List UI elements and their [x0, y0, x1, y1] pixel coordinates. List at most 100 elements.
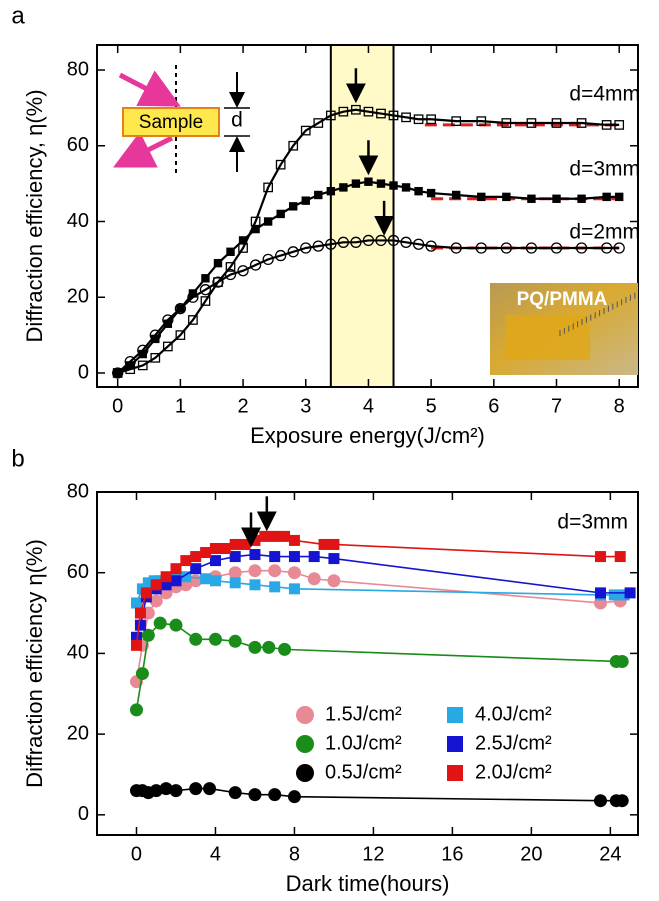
data-point [608, 589, 620, 601]
legend-swatch [296, 706, 314, 724]
data-point [268, 564, 282, 578]
data-point [312, 240, 324, 252]
data-point [138, 349, 147, 359]
data-point [160, 579, 172, 591]
data-point [160, 571, 172, 583]
data-point [501, 118, 512, 128]
data-point [412, 238, 425, 250]
x-tick-label: 0 [112, 395, 123, 417]
data-point [364, 177, 373, 186]
y-tick-label: 60 [67, 561, 89, 583]
data-point [328, 538, 340, 550]
schematic-sample-label: Sample [139, 112, 203, 133]
plot-frame [96, 44, 639, 388]
data-point [153, 616, 167, 630]
data-point [301, 196, 310, 205]
data-point [130, 631, 142, 643]
data-point [238, 236, 248, 245]
data-point [268, 788, 282, 802]
data-point [209, 555, 221, 567]
data-point [200, 547, 212, 559]
data-point [363, 106, 374, 117]
data-point [313, 118, 324, 128]
data-point [269, 530, 281, 542]
data-point [141, 628, 155, 642]
data-point [287, 246, 299, 258]
data-point [250, 216, 261, 227]
data-point [477, 192, 486, 202]
data-point [602, 192, 611, 202]
data-point [224, 268, 237, 281]
data-point [135, 667, 149, 681]
data-point [228, 634, 242, 648]
data-point [170, 575, 182, 587]
data-point [169, 618, 183, 632]
y-tick-label: 40 [67, 210, 89, 232]
data-point [401, 183, 411, 192]
legend-swatch [296, 764, 314, 782]
series-line [116, 239, 620, 374]
data-point [288, 551, 300, 563]
data-point [307, 572, 321, 586]
data-point [190, 551, 202, 563]
data-point [325, 238, 337, 250]
data-point [525, 242, 538, 254]
data-point [213, 277, 223, 287]
y-tick-label: 80 [67, 480, 89, 502]
data-point [180, 571, 192, 583]
data-point [338, 106, 349, 117]
series-line [135, 553, 631, 638]
data-point [263, 182, 273, 193]
data-point [188, 315, 198, 325]
data-point [613, 242, 625, 254]
data-point [213, 258, 223, 268]
data-point [200, 573, 212, 585]
data-point [248, 564, 262, 578]
x-tick-label: 5 [426, 395, 437, 417]
data-point [426, 114, 436, 125]
series-line [135, 569, 621, 682]
data-point [577, 194, 586, 203]
data-point [199, 284, 212, 296]
y-tick-label: 40 [67, 642, 89, 664]
data-point [169, 784, 183, 798]
data-point [209, 575, 221, 587]
data-point [162, 314, 174, 326]
data-point [124, 355, 136, 368]
data-point [249, 549, 261, 561]
data-point [425, 240, 437, 252]
data-point [149, 784, 163, 798]
data-point [150, 352, 161, 363]
data-point [475, 242, 487, 254]
data-point [279, 530, 291, 542]
schematic-beam [118, 70, 181, 107]
data-point [325, 110, 336, 121]
x-axis-title: Exposure energy(J/cm²) [250, 423, 485, 448]
data-point [576, 118, 587, 128]
data-point [149, 594, 163, 608]
data-point [278, 642, 292, 656]
legend-label: 0.5J/cm² [325, 761, 402, 783]
data-point [575, 242, 588, 254]
series-label: d=4mm [569, 83, 640, 106]
y-tick-label: 80 [67, 58, 89, 80]
data-point [275, 159, 286, 170]
data-point [163, 319, 173, 328]
data-point [229, 577, 241, 589]
data-point [300, 125, 311, 136]
data-point [249, 579, 261, 591]
x-tick-label: 6 [488, 395, 499, 417]
data-point [269, 581, 281, 593]
data-point [594, 587, 606, 599]
data-point [262, 253, 274, 266]
data-point [550, 242, 563, 254]
series-line [117, 180, 620, 374]
data-point [142, 577, 154, 589]
data-point [451, 116, 462, 126]
data-point [248, 788, 262, 802]
data-point [275, 249, 287, 262]
data-point [388, 110, 399, 121]
data-point [137, 344, 149, 356]
y-tick-label: 0 [78, 803, 89, 825]
data-point [500, 242, 513, 254]
